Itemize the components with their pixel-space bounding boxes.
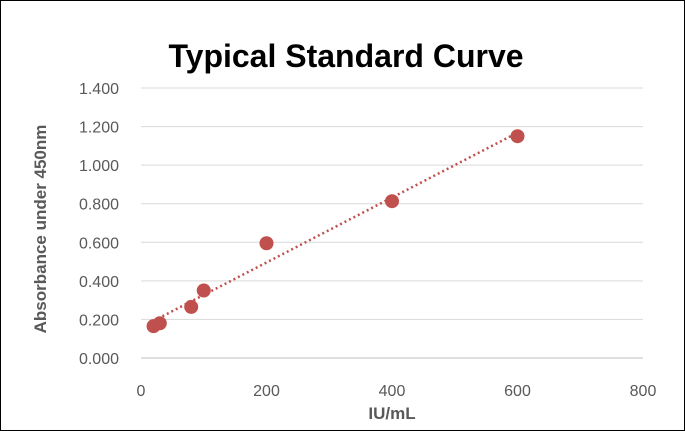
x-tick-label: 0 — [137, 383, 146, 400]
y-tick-label: 0.200 — [79, 312, 119, 329]
data-points — [146, 129, 525, 334]
data-point — [184, 299, 199, 314]
trendline-layer — [152, 131, 519, 322]
trendline — [152, 131, 519, 322]
x-tick-label: 400 — [379, 383, 406, 400]
data-point — [259, 236, 274, 251]
y-tick-label: 0.400 — [79, 274, 119, 291]
data-point — [510, 129, 525, 144]
x-axis-label: IU/mL — [368, 404, 415, 423]
y-tick-label: 1.200 — [79, 120, 119, 137]
y-tick-label: 0.000 — [79, 351, 119, 368]
y-tick-label: 1.400 — [79, 81, 119, 98]
y-axis-label: Absorbance under 450nm — [31, 125, 50, 334]
x-tick-label: 200 — [253, 383, 280, 400]
y-tick-label: 1.000 — [79, 158, 119, 175]
data-point — [196, 283, 211, 298]
chart-title: Typical Standard Curve — [168, 38, 523, 74]
y-tick-labels: 0.000 0.200 0.400 0.600 0.800 1.000 1.200 1.400 — [79, 81, 119, 368]
x-tick-label: 800 — [630, 383, 657, 400]
data-point — [385, 194, 399, 209]
y-tick-label: 0.600 — [79, 235, 119, 252]
y-tick-label: 0.800 — [79, 197, 119, 214]
x-tick-labels: 0 200 400 600 800 — [137, 383, 657, 400]
x-tick-label: 600 — [504, 383, 531, 400]
grid-lines — [141, 87, 643, 320]
data-point — [152, 316, 167, 331]
